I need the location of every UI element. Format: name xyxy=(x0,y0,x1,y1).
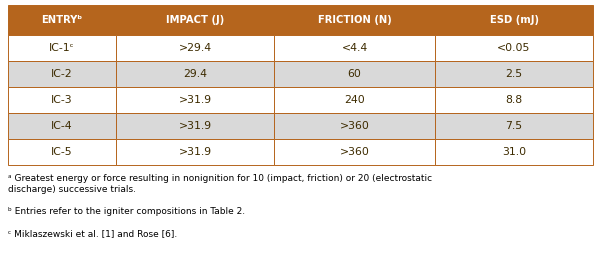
Bar xyxy=(435,139,593,165)
Text: ENTRYᵇ: ENTRYᵇ xyxy=(41,15,83,25)
Text: 2.5: 2.5 xyxy=(505,69,523,79)
Bar xyxy=(116,139,274,165)
Text: IC-2: IC-2 xyxy=(51,69,73,79)
Bar xyxy=(8,35,116,61)
Bar xyxy=(8,61,116,87)
Text: FRICTION (N): FRICTION (N) xyxy=(318,15,391,25)
Text: ᵇ Entries refer to the igniter compositions in Table 2.: ᵇ Entries refer to the igniter compositi… xyxy=(8,207,245,216)
Bar xyxy=(435,113,593,139)
Bar xyxy=(8,5,116,35)
Text: 29.4: 29.4 xyxy=(183,69,207,79)
Bar xyxy=(116,87,274,113)
Bar xyxy=(435,35,593,61)
Text: IMPACT (J): IMPACT (J) xyxy=(166,15,224,25)
Bar xyxy=(274,61,435,87)
Text: discharge) successive trials.: discharge) successive trials. xyxy=(8,185,136,194)
Text: >360: >360 xyxy=(340,147,370,157)
Text: 7.5: 7.5 xyxy=(505,121,523,131)
Text: >31.9: >31.9 xyxy=(178,95,212,105)
Text: 240: 240 xyxy=(344,95,365,105)
Text: ᶜ Miklaszewski et al. [1] and Rose [6].: ᶜ Miklaszewski et al. [1] and Rose [6]. xyxy=(8,229,177,238)
Bar xyxy=(435,87,593,113)
Bar xyxy=(274,87,435,113)
Bar xyxy=(116,35,274,61)
Bar xyxy=(274,35,435,61)
Text: >360: >360 xyxy=(340,121,370,131)
Text: IC-3: IC-3 xyxy=(51,95,73,105)
Text: 60: 60 xyxy=(347,69,362,79)
Bar xyxy=(274,5,435,35)
Bar xyxy=(116,113,274,139)
Text: 8.8: 8.8 xyxy=(505,95,523,105)
Bar xyxy=(116,5,274,35)
Bar xyxy=(435,61,593,87)
Text: IC-1ᶜ: IC-1ᶜ xyxy=(49,43,75,53)
Text: >31.9: >31.9 xyxy=(178,121,212,131)
Text: 31.0: 31.0 xyxy=(502,147,526,157)
Text: ESD (mJ): ESD (mJ) xyxy=(490,15,538,25)
Bar xyxy=(8,87,116,113)
Bar xyxy=(8,139,116,165)
Bar xyxy=(274,139,435,165)
Text: IC-5: IC-5 xyxy=(51,147,73,157)
Text: IC-4: IC-4 xyxy=(51,121,73,131)
Bar xyxy=(274,113,435,139)
Bar xyxy=(435,5,593,35)
Bar xyxy=(116,61,274,87)
Text: <0.05: <0.05 xyxy=(498,43,531,53)
Text: ᵃ Greatest energy or force resulting in nonignition for 10 (impact, friction) or: ᵃ Greatest energy or force resulting in … xyxy=(8,174,432,183)
Text: >29.4: >29.4 xyxy=(178,43,212,53)
Text: >31.9: >31.9 xyxy=(178,147,212,157)
Bar xyxy=(8,113,116,139)
Text: <4.4: <4.4 xyxy=(341,43,368,53)
